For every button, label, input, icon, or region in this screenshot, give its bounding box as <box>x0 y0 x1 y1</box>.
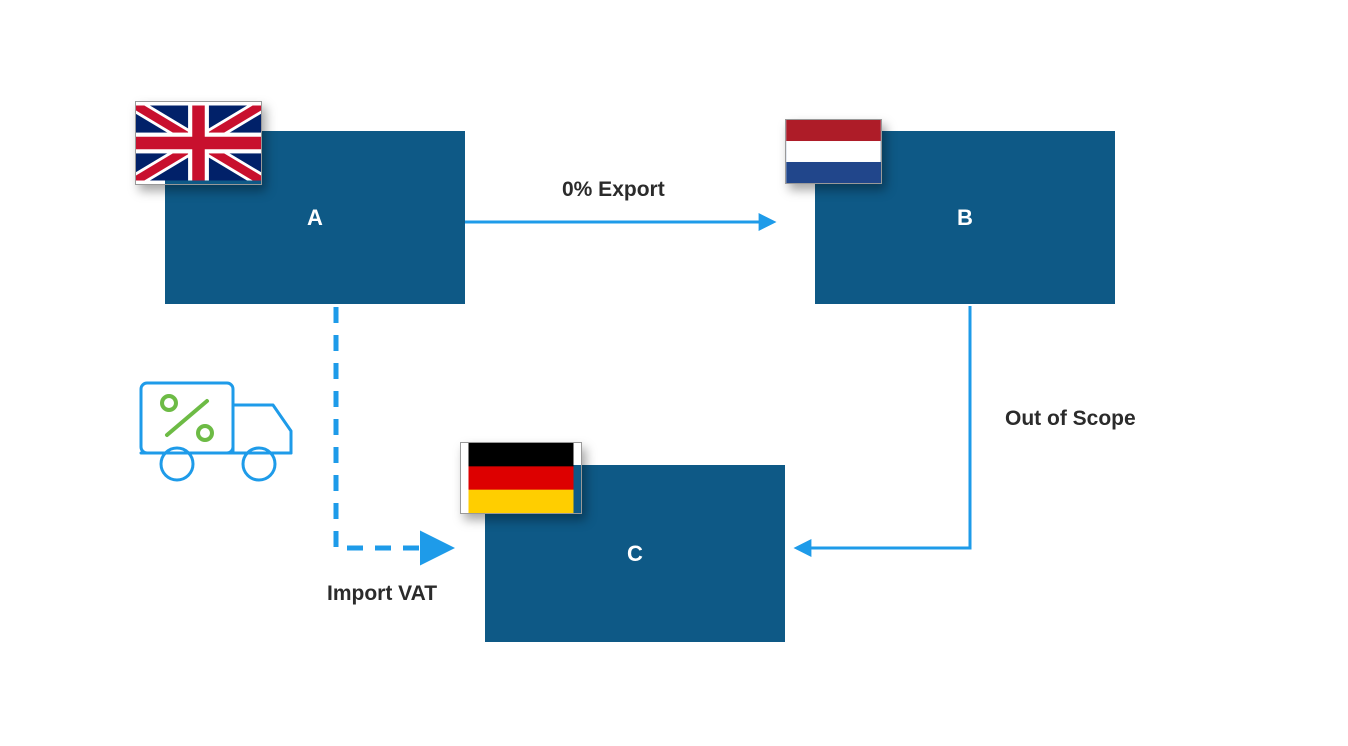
arrow-b-to-c-label: Out of Scope <box>1005 407 1136 431</box>
truck-percent-icon <box>133 369 298 489</box>
nl-flag-icon <box>785 119 882 184</box>
arrow-a-to-b-label: 0% Export <box>562 178 665 202</box>
node-b-label: B <box>957 205 973 231</box>
node-c-label: C <box>627 541 643 567</box>
uk-flag-icon <box>135 101 262 185</box>
arrow-a-to-c-label: Import VAT <box>327 582 437 606</box>
de-flag-icon <box>460 442 582 514</box>
node-a-label: A <box>307 205 323 231</box>
